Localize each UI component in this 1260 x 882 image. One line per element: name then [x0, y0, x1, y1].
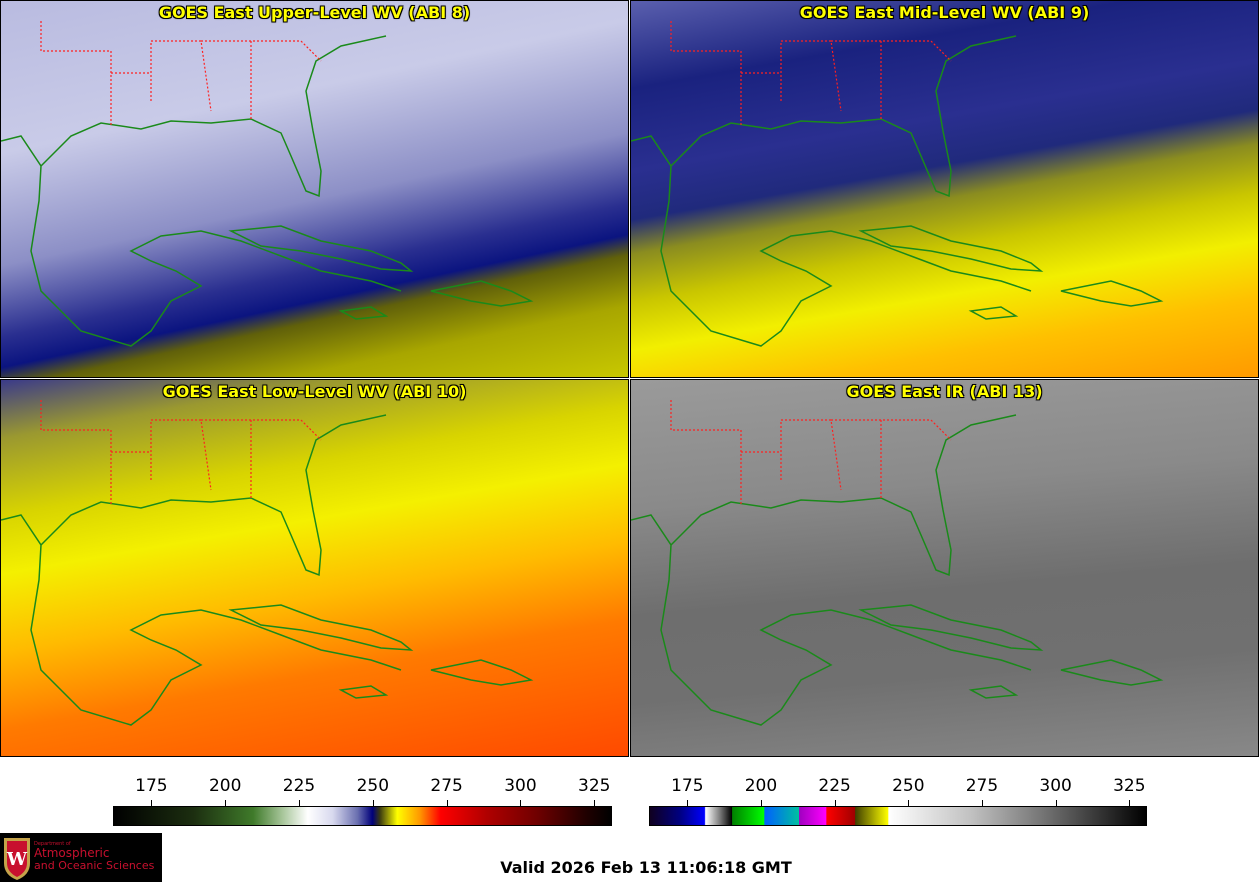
panel-title: GOES East IR (ABI 13) — [846, 382, 1043, 401]
colorbar-tick-label: 175 — [135, 776, 168, 796]
panel-low-level-wv: GOES East Low-Level WV (ABI 10) — [0, 379, 629, 757]
colorbar-tick-label: 250 — [356, 776, 390, 796]
panel-ir: GOES East IR (ABI 13) — [630, 379, 1259, 757]
map-outline — [1, 400, 534, 726]
panel-title: GOES East Upper-Level WV (ABI 8) — [158, 3, 471, 22]
colorbar-tick-label: 200 — [208, 776, 242, 796]
colorbar-tick — [908, 800, 910, 806]
colorbar-tick-label: 225 — [818, 776, 851, 796]
map-outline — [631, 21, 1164, 347]
panel-upper-level-wv: GOES East Upper-Level WV (ABI 8) — [0, 0, 629, 378]
colorbar-tick — [299, 800, 301, 806]
svg-text:W: W — [6, 849, 28, 870]
colorbar-tick — [446, 800, 448, 806]
colorbar-tick — [520, 800, 522, 806]
map-outline — [631, 400, 1164, 726]
colorbar-tick-label: 275 — [430, 776, 463, 796]
colorbar-tick — [151, 800, 153, 806]
colorbar-tick — [1129, 800, 1131, 806]
colorbar-tick — [834, 800, 836, 806]
colorbar-tick — [594, 800, 596, 806]
colorbar-tick-label: 225 — [282, 776, 316, 796]
colorbar-tick-label: 300 — [504, 776, 537, 796]
colorbar-tick — [981, 800, 983, 806]
colorbar-tick-label: 175 — [671, 776, 704, 796]
panel-title: GOES East Low-Level WV (ABI 10) — [162, 382, 467, 401]
colorbar-tick — [760, 800, 762, 806]
ir-colorbar — [649, 806, 1147, 826]
valid-time: Valid 2026 Feb 13 11:06:18 GMT — [500, 858, 792, 877]
panel-mid-level-wv: GOES East Mid-Level WV (ABI 9) — [630, 0, 1259, 378]
colorbar-tick — [1055, 800, 1057, 806]
colorbar-tick-label: 200 — [744, 776, 778, 796]
logo-line-2: Atmospheric — [34, 846, 110, 860]
colorbar-tick-label: 325 — [1113, 776, 1146, 796]
logo-line-1: Department of — [34, 841, 71, 847]
map-outline — [1, 21, 534, 347]
colorbar-tick-label: 275 — [965, 776, 999, 796]
aos-logo: W Department of Atmospheric and Oceanic … — [0, 833, 162, 882]
wv-colorbar — [113, 806, 612, 826]
colorbar-tick-label: 300 — [1039, 776, 1072, 796]
colorbar-tick — [687, 800, 689, 806]
logo-line-3: and Oceanic Sciences — [34, 859, 155, 872]
colorbar-tick — [372, 800, 374, 806]
panel-title: GOES East Mid-Level WV (ABI 9) — [799, 3, 1090, 22]
colorbar-tick — [225, 800, 227, 806]
colorbar-tick-label: 325 — [578, 776, 611, 796]
colorbar-tick-label: 250 — [892, 776, 925, 796]
uw-crest-icon: W — [4, 838, 30, 880]
